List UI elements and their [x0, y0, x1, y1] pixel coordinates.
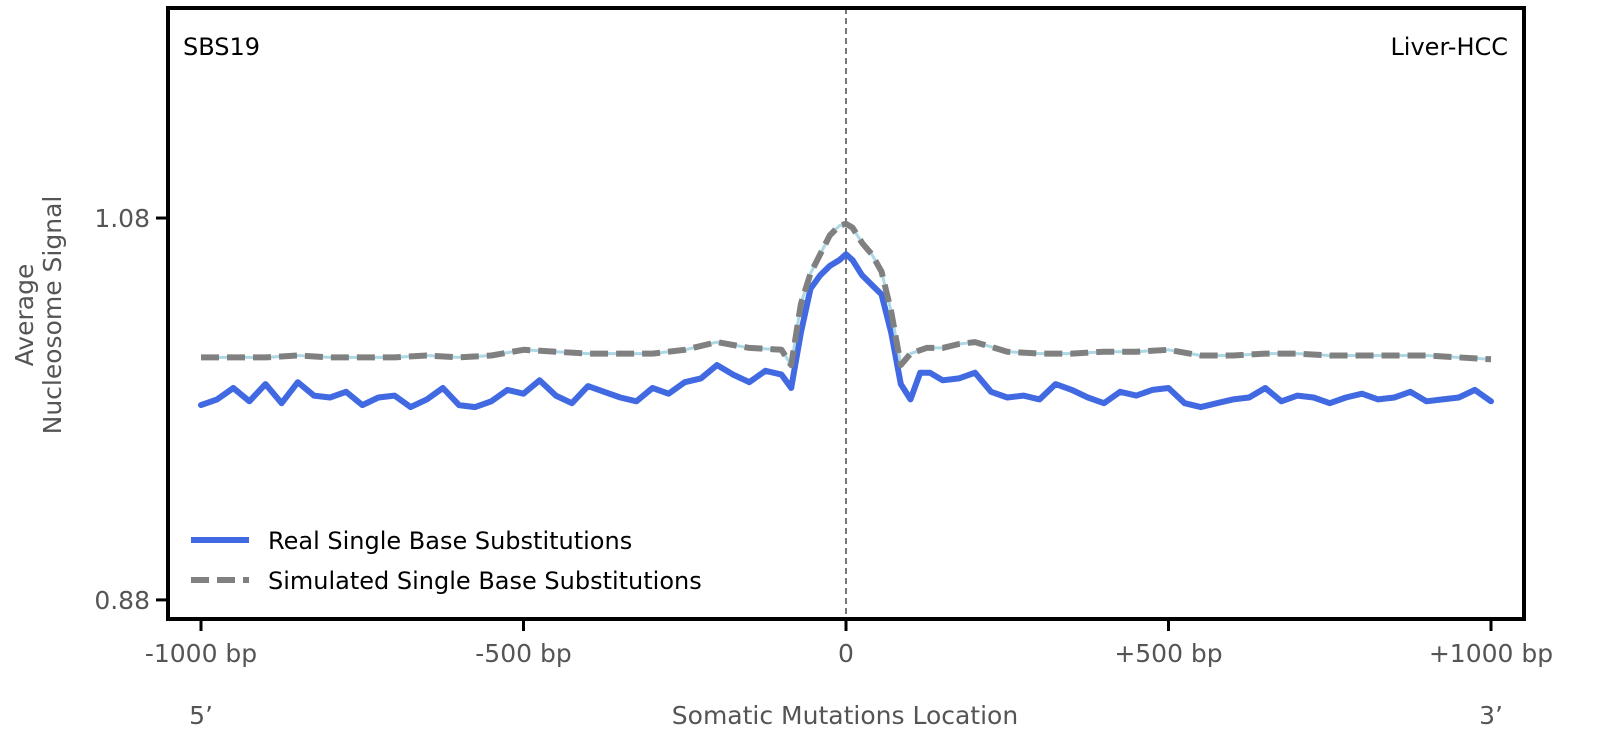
legend-label-real: Real Single Base Substitutions	[268, 527, 632, 555]
y-axis-title-line2: Nucleosome Signal	[38, 196, 67, 435]
x-tick-label: +500 bp	[1114, 639, 1222, 668]
y-tick-label: 0.88	[94, 586, 150, 615]
y-tick-label: 1.08	[94, 204, 150, 233]
signature-label: SBS19	[183, 33, 260, 61]
series-line-real	[198, 251, 1494, 411]
three-prime-label: 3’	[1479, 701, 1503, 730]
x-tick-label: -500 bp	[475, 639, 571, 668]
x-tick-label: 0	[838, 639, 854, 668]
x-tick-label: +1000 bp	[1429, 639, 1553, 668]
x-tick-label: -1000 bp	[145, 639, 257, 668]
tissue-label: Liver-HCC	[1390, 33, 1508, 61]
y-axis-title-line1: Average	[10, 264, 39, 367]
plot-area: -1000 bp -500 bp 0 +500 bp +1000 bp 0.88 1.08	[94, 6, 1553, 668]
legend-label-simulated: Simulated Single Base Substitutions	[268, 567, 702, 595]
series-line-simulated	[201, 220, 1492, 369]
legend: Real Single Base Substitutions Simulated…	[191, 527, 702, 595]
five-prime-label: 5’	[189, 701, 213, 730]
x-axis-title: Somatic Mutations Location	[672, 701, 1018, 730]
